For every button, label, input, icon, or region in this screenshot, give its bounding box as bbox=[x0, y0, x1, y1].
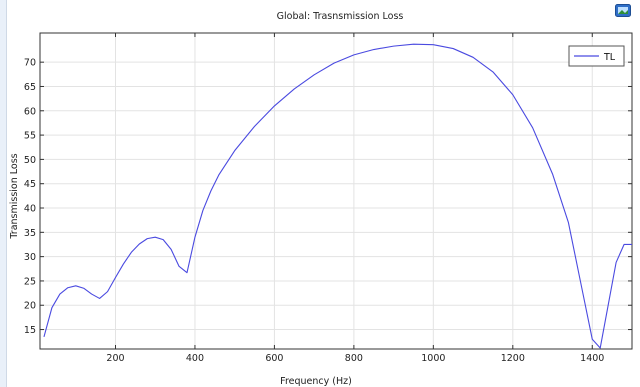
series-line-TL bbox=[43, 43, 632, 349]
y-tick-label: 65 bbox=[24, 82, 36, 93]
y-tick-label: 15 bbox=[24, 325, 36, 336]
x-tick-label: 1200 bbox=[501, 353, 525, 364]
x-tick-label: 1400 bbox=[580, 353, 604, 364]
grid bbox=[40, 33, 632, 349]
y-tick-label: 55 bbox=[24, 131, 36, 142]
y-tick-label: 30 bbox=[24, 252, 36, 263]
x-tick-label: 600 bbox=[265, 353, 283, 364]
y-tick-label: 25 bbox=[24, 276, 36, 287]
legend-label: TL bbox=[603, 52, 616, 63]
x-axis-title: Frequency (Hz) bbox=[280, 376, 352, 387]
x-tick-label: 800 bbox=[345, 353, 363, 364]
chart-title: Global: Trasnsmission Loss bbox=[276, 11, 404, 22]
y-tick-label: 50 bbox=[24, 155, 36, 166]
y-tick-label: 20 bbox=[24, 301, 36, 312]
y-tick-label: 60 bbox=[24, 106, 36, 117]
x-tick-label: 200 bbox=[106, 353, 124, 364]
side-panel-edge bbox=[0, 0, 7, 387]
y-tick-label: 70 bbox=[24, 58, 36, 69]
image-export-icon[interactable] bbox=[615, 4, 631, 17]
y-axis-title: Transmission Loss bbox=[9, 153, 20, 239]
y-tick-label: 40 bbox=[24, 204, 36, 215]
y-tick-label: 35 bbox=[24, 228, 36, 239]
y-tick-label: 45 bbox=[24, 179, 36, 190]
axis-ticks: 200 400 600 800 1000 1200 1400 15 20 25 30 35 40 45 50… bbox=[24, 33, 632, 364]
series-layer bbox=[43, 43, 632, 349]
plot-frame bbox=[39, 32, 633, 350]
x-tick-label: 1000 bbox=[421, 353, 445, 364]
x-tick-label: 400 bbox=[186, 353, 204, 364]
legend: TL bbox=[568, 45, 625, 67]
